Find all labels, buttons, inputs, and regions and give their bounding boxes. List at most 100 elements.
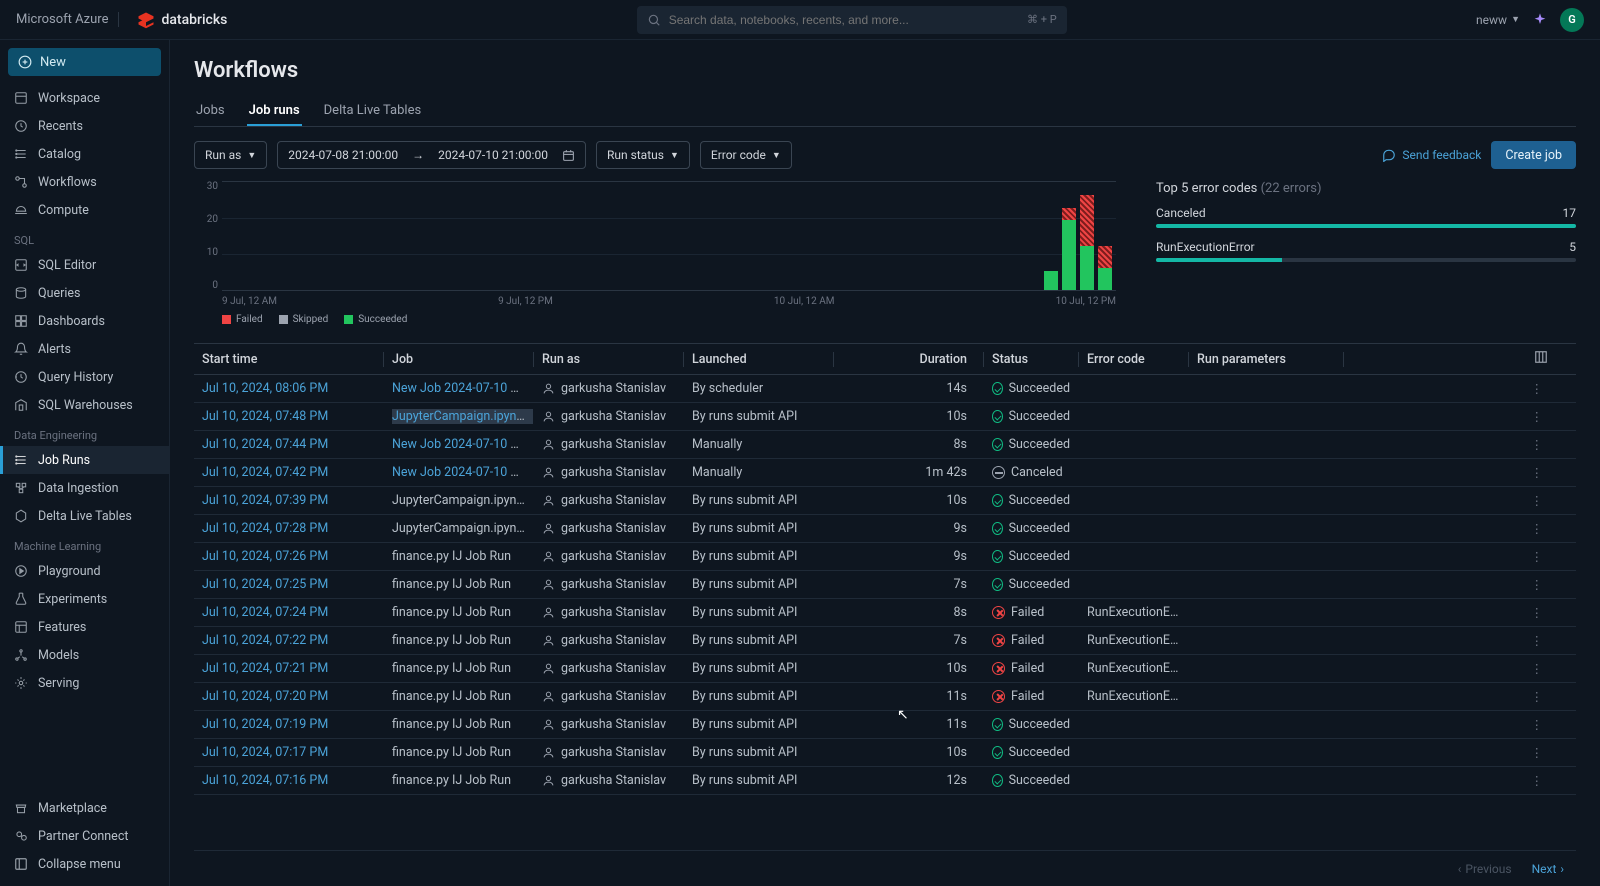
row-menu[interactable]: ⋮ bbox=[1500, 577, 1556, 593]
cell-job[interactable]: finance.py IJ Job Run bbox=[384, 549, 534, 564]
cell-start-time[interactable]: Jul 10, 2024, 07:44 PM bbox=[194, 437, 384, 452]
col-run-params[interactable]: Run parameters bbox=[1189, 352, 1344, 367]
cell-job[interactable]: New Job 2024-07-10 1... bbox=[384, 465, 534, 480]
cell-job[interactable]: finance.py IJ Job Run bbox=[384, 717, 534, 732]
cell-job[interactable]: JupyterCampaign.ipynb I... bbox=[384, 409, 534, 424]
row-menu[interactable]: ⋮ bbox=[1500, 409, 1556, 425]
cell-start-time[interactable]: Jul 10, 2024, 07:24 PM bbox=[194, 605, 384, 620]
sidebar-item-catalog[interactable]: Catalog bbox=[0, 140, 169, 168]
cell-job[interactable]: finance.py IJ Job Run bbox=[384, 577, 534, 592]
table-row[interactable]: Jul 10, 2024, 07:25 PMfinance.py IJ Job … bbox=[194, 571, 1576, 599]
col-launched[interactable]: Launched bbox=[684, 352, 834, 367]
row-menu[interactable]: ⋮ bbox=[1500, 605, 1556, 621]
prev-button[interactable]: ‹ Previous bbox=[1458, 862, 1512, 876]
sidebar-item-sql-editor[interactable]: SQL Editor bbox=[0, 251, 169, 279]
col-job[interactable]: Job bbox=[384, 352, 534, 367]
filter-run-status[interactable]: Run status ▼ bbox=[596, 141, 690, 169]
cell-start-time[interactable]: Jul 10, 2024, 07:21 PM bbox=[194, 661, 384, 676]
table-row[interactable]: Jul 10, 2024, 07:20 PMfinance.py IJ Job … bbox=[194, 683, 1576, 711]
sidebar-item-partner-connect[interactable]: Partner Connect bbox=[0, 822, 169, 850]
sidebar-item-compute[interactable]: Compute bbox=[0, 196, 169, 224]
cell-job[interactable]: JupyterCampaign.ipynb I... bbox=[384, 493, 534, 508]
chart-bar[interactable] bbox=[1098, 246, 1112, 290]
col-status[interactable]: Status bbox=[984, 352, 1079, 367]
cell-job[interactable]: finance.py IJ Job Run bbox=[384, 689, 534, 704]
avatar[interactable]: G bbox=[1560, 8, 1584, 32]
sidebar-item-delta-live-tables[interactable]: Delta Live Tables bbox=[0, 502, 169, 530]
sidebar-item-playground[interactable]: Playground bbox=[0, 557, 169, 585]
cell-job[interactable]: finance.py IJ Job Run bbox=[384, 605, 534, 620]
sidebar-item-alerts[interactable]: Alerts bbox=[0, 335, 169, 363]
table-row[interactable]: Jul 10, 2024, 07:16 PMfinance.py IJ Job … bbox=[194, 767, 1576, 795]
sidebar-item-query-history[interactable]: Query History bbox=[0, 363, 169, 391]
cell-start-time[interactable]: Jul 10, 2024, 07:19 PM bbox=[194, 717, 384, 732]
next-button[interactable]: Next › bbox=[1532, 862, 1564, 876]
sidebar-item-data-ingestion[interactable]: Data Ingestion bbox=[0, 474, 169, 502]
cell-start-time[interactable]: Jul 10, 2024, 07:22 PM bbox=[194, 633, 384, 648]
chart-bar[interactable] bbox=[1062, 208, 1076, 290]
cell-start-time[interactable]: Jul 10, 2024, 07:20 PM bbox=[194, 689, 384, 704]
error-row[interactable]: RunExecutionError5 bbox=[1156, 240, 1576, 262]
table-row[interactable]: Jul 10, 2024, 07:48 PMJupyterCampaign.ip… bbox=[194, 403, 1576, 431]
table-row[interactable]: Jul 10, 2024, 07:22 PMfinance.py IJ Job … bbox=[194, 627, 1576, 655]
sidebar-item-sql-warehouses[interactable]: SQL Warehouses bbox=[0, 391, 169, 419]
table-row[interactable]: Jul 10, 2024, 07:39 PMJupyterCampaign.ip… bbox=[194, 487, 1576, 515]
col-start-time[interactable]: Start time bbox=[194, 352, 384, 367]
table-row[interactable]: Jul 10, 2024, 07:21 PMfinance.py IJ Job … bbox=[194, 655, 1576, 683]
col-error-code[interactable]: Error code bbox=[1079, 352, 1189, 367]
cell-start-time[interactable]: Jul 10, 2024, 08:06 PM bbox=[194, 381, 384, 396]
col-duration[interactable]: Duration bbox=[834, 352, 984, 367]
row-menu[interactable]: ⋮ bbox=[1500, 549, 1556, 565]
sidebar-item-dashboards[interactable]: Dashboards bbox=[0, 307, 169, 335]
cell-start-time[interactable]: Jul 10, 2024, 07:39 PM bbox=[194, 493, 384, 508]
filter-date-range[interactable]: 2024-07-08 21:00:00 → 2024-07-10 21:00:0… bbox=[277, 141, 586, 169]
sidebar-item-recents[interactable]: Recents bbox=[0, 112, 169, 140]
row-menu[interactable]: ⋮ bbox=[1500, 633, 1556, 649]
error-row[interactable]: Canceled17 bbox=[1156, 206, 1576, 228]
new-button[interactable]: New bbox=[8, 48, 161, 76]
search-input[interactable] bbox=[669, 13, 1019, 27]
row-menu[interactable]: ⋮ bbox=[1500, 465, 1556, 481]
row-menu[interactable]: ⋮ bbox=[1500, 661, 1556, 677]
table-row[interactable]: Jul 10, 2024, 07:19 PMfinance.py IJ Job … bbox=[194, 711, 1576, 739]
cell-job[interactable]: New Job 2024-07-10 1... bbox=[384, 437, 534, 452]
col-run-as[interactable]: Run as bbox=[534, 352, 684, 367]
cell-job[interactable]: finance.py IJ Job Run bbox=[384, 633, 534, 648]
filter-run-as[interactable]: Run as ▼ bbox=[194, 141, 267, 169]
table-row[interactable]: Jul 10, 2024, 07:17 PMfinance.py IJ Job … bbox=[194, 739, 1576, 767]
row-menu[interactable]: ⋮ bbox=[1500, 689, 1556, 705]
sidebar-item-queries[interactable]: Queries bbox=[0, 279, 169, 307]
user-menu[interactable]: neww ▼ bbox=[1476, 13, 1520, 27]
databricks-logo[interactable]: databricks bbox=[127, 11, 227, 29]
cell-start-time[interactable]: Jul 10, 2024, 07:28 PM bbox=[194, 521, 384, 536]
cell-start-time[interactable]: Jul 10, 2024, 07:16 PM bbox=[194, 773, 384, 788]
send-feedback-link[interactable]: Send feedback bbox=[1382, 148, 1481, 162]
sidebar-item-workflows[interactable]: Workflows bbox=[0, 168, 169, 196]
row-menu[interactable]: ⋮ bbox=[1500, 717, 1556, 733]
sidebar-item-marketplace[interactable]: Marketplace bbox=[0, 794, 169, 822]
row-menu[interactable]: ⋮ bbox=[1500, 745, 1556, 761]
row-menu[interactable]: ⋮ bbox=[1500, 493, 1556, 509]
chart-bar[interactable] bbox=[1080, 195, 1094, 290]
cell-start-time[interactable]: Jul 10, 2024, 07:48 PM bbox=[194, 409, 384, 424]
sidebar-item-serving[interactable]: Serving bbox=[0, 669, 169, 697]
table-row[interactable]: Jul 10, 2024, 07:28 PMJupyterCampaign.ip… bbox=[194, 515, 1576, 543]
sidebar-item-workspace[interactable]: Workspace bbox=[0, 84, 169, 112]
table-row[interactable]: Jul 10, 2024, 08:06 PMNew Job 2024-07-10… bbox=[194, 375, 1576, 403]
collapse-menu[interactable]: Collapse menu bbox=[0, 850, 169, 878]
table-row[interactable]: Jul 10, 2024, 07:44 PMNew Job 2024-07-10… bbox=[194, 431, 1576, 459]
column-settings[interactable] bbox=[1500, 350, 1556, 368]
cell-job[interactable]: New Job 2024-07-10 1... bbox=[384, 381, 534, 396]
table-row[interactable]: Jul 10, 2024, 07:42 PMNew Job 2024-07-10… bbox=[194, 459, 1576, 487]
sidebar-item-job-runs[interactable]: Job Runs bbox=[0, 446, 169, 474]
assistant-icon[interactable] bbox=[1532, 12, 1548, 28]
table-row[interactable]: Jul 10, 2024, 07:26 PMfinance.py IJ Job … bbox=[194, 543, 1576, 571]
cell-start-time[interactable]: Jul 10, 2024, 07:17 PM bbox=[194, 745, 384, 760]
sidebar-item-experiments[interactable]: Experiments bbox=[0, 585, 169, 613]
chart-bar[interactable] bbox=[1044, 271, 1058, 290]
cell-start-time[interactable]: Jul 10, 2024, 07:42 PM bbox=[194, 465, 384, 480]
tab-jobs[interactable]: Jobs bbox=[194, 97, 227, 126]
filter-error-code[interactable]: Error code ▼ bbox=[700, 141, 792, 169]
create-job-button[interactable]: Create job bbox=[1491, 141, 1576, 169]
row-menu[interactable]: ⋮ bbox=[1500, 773, 1556, 789]
